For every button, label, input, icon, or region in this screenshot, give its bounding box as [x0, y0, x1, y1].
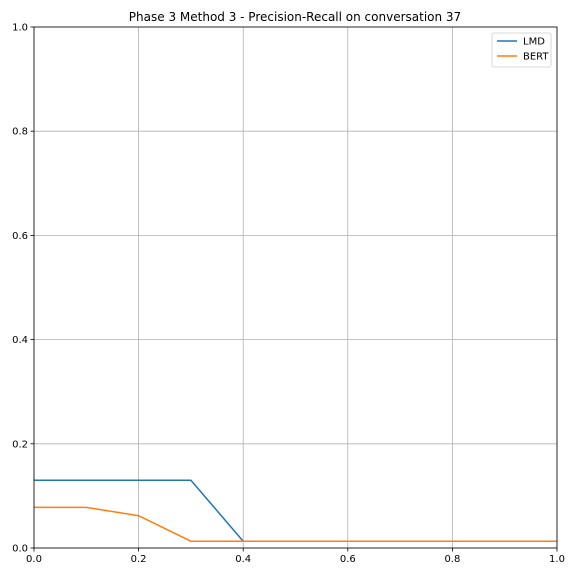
y-tick-label: 0.0: [12, 544, 28, 555]
x-axis: 0.0 0.2 0.4 0.6 0.8 1.0: [26, 548, 565, 565]
plot-frame: [33, 26, 558, 549]
x-tick-label: 0.8: [444, 554, 460, 565]
legend-label-bert: BERT: [523, 52, 549, 63]
x-tick-label: 0.4: [235, 554, 251, 565]
legend-label-lmd: LMD: [523, 37, 545, 48]
legend: LMD BERT: [491, 32, 552, 68]
y-tick-label: 1.0: [12, 23, 28, 34]
x-tick-label: 0.2: [131, 554, 147, 565]
x-tick-label: 1.0: [549, 554, 565, 565]
series-layer: [34, 479, 557, 542]
y-tick-label: 0.6: [12, 231, 28, 242]
y-tick-label: 0.8: [12, 127, 28, 138]
series-line-bert: [34, 506, 557, 542]
x-tick-label: 0.6: [340, 554, 356, 565]
chart-title: Phase 3 Method 3 - Precision-Recall on c…: [129, 10, 461, 24]
y-axis: 0.0 0.2 0.4 0.6 0.8 1.0: [12, 23, 34, 555]
y-tick-label: 0.2: [12, 439, 28, 450]
y-tick-label: 0.4: [12, 335, 28, 346]
x-tick-label: 0.0: [26, 554, 42, 565]
